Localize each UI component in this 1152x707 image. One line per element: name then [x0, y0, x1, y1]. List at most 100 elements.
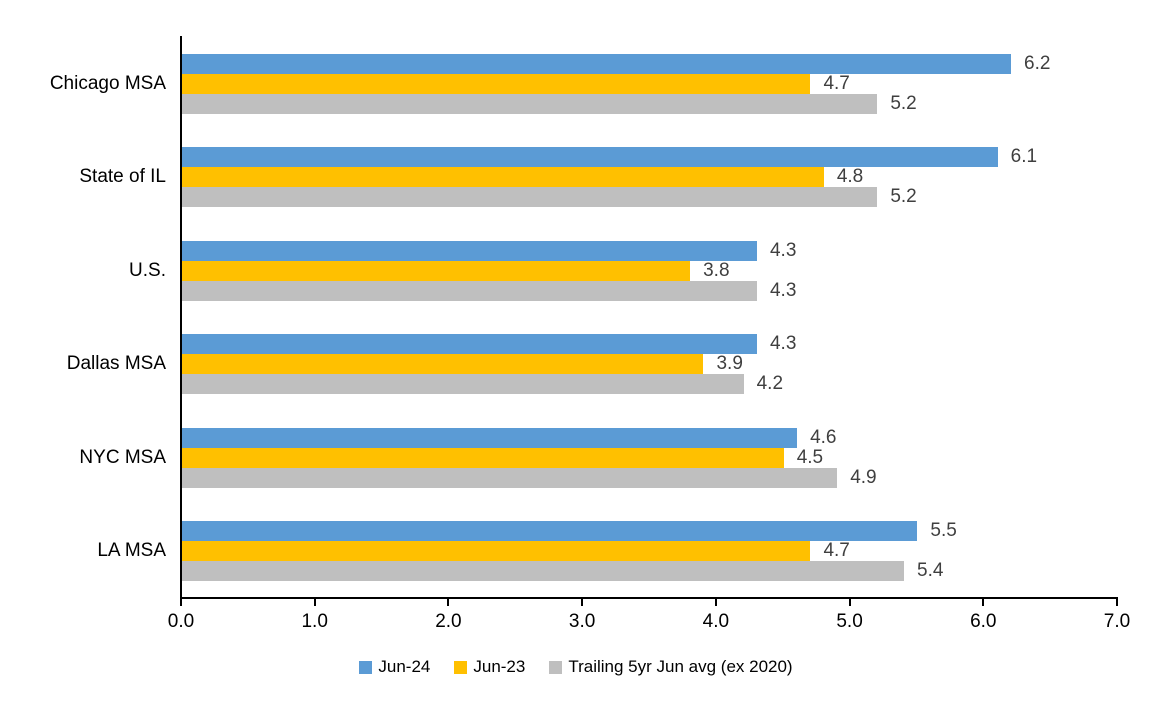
bar-row: 4.3	[182, 240, 1118, 261]
legend-swatch-icon	[454, 660, 468, 674]
data-label: 4.6	[810, 426, 837, 448]
bar-jun-24-dallas-msa	[182, 334, 757, 355]
x-axis-tick-label: 7.0	[1103, 611, 1131, 632]
category-group-chicago-msa: Chicago MSA 6.2 4.7 5.2	[0, 37, 1152, 131]
legend-swatch-icon	[549, 660, 563, 674]
bar-trailing-5yr-jun-avg-ex-2020-u-s	[182, 280, 757, 301]
data-label: 4.7	[823, 540, 850, 562]
legend: Jun-24 Jun-23 Trailing 5yr Jun avg (ex 202…	[0, 653, 1152, 681]
x-axis-line	[180, 597, 1118, 599]
data-label: 4.8	[836, 166, 864, 188]
data-label: 5.4	[917, 560, 944, 582]
bar-trailing-5yr-jun-avg-ex-2020-la-msa	[182, 561, 905, 582]
bar-group: 4.6 4.5 4.9	[182, 411, 1118, 505]
bar-trailing-5yr-jun-avg-ex-2020-state-of-il	[182, 187, 878, 208]
legend-swatch-icon	[359, 660, 373, 674]
bar-row: 4.9	[182, 466, 1118, 488]
plot-area: Chicago MSA 6.2 4.7 5.2 State of IL 6.1 4.8 5.2…	[0, 37, 1152, 598]
x-axis-tick-label: 3.0	[568, 611, 596, 632]
bar-row: 5.2	[182, 186, 1118, 208]
bar-group: 6.2 4.7 5.2	[182, 37, 1118, 131]
bar-jun-23-nyc-msa	[182, 447, 784, 468]
bar-row: 4.6	[182, 426, 1118, 448]
legend-item-jun-24: Jun-24	[359, 657, 430, 677]
legend-label: Jun-23	[473, 657, 526, 676]
bar-group: 4.3 3.8 4.3	[182, 224, 1118, 318]
bar-row: 4.7	[182, 540, 1118, 562]
legend-label: Jun-24	[378, 657, 431, 676]
data-label: 4.9	[850, 466, 877, 488]
bar-row: 4.7	[182, 73, 1118, 94]
bar-row: 4.3	[182, 333, 1118, 355]
data-label: 6.2	[1024, 52, 1051, 74]
bar-row: 4.2	[182, 373, 1118, 395]
bar-trailing-5yr-jun-avg-ex-2020-chicago-msa	[182, 93, 878, 114]
x-axis-tick-label: 2.0	[435, 611, 462, 632]
data-label: 3.8	[703, 259, 730, 281]
x-axis-tick	[313, 599, 316, 606]
category-label-chicago-msa: Chicago MSA	[49, 72, 166, 94]
x-axis-tick-label: 4.0	[702, 611, 730, 632]
bar-row: 5.2	[182, 92, 1118, 114]
data-label: 3.9	[716, 353, 743, 375]
category-group-nyc-msa: NYC MSA 4.6 4.5 4.9	[0, 411, 1152, 505]
x-axis-tick	[848, 599, 851, 606]
category-label-la-msa: LA MSA	[97, 540, 166, 562]
data-label: 4.3	[769, 333, 797, 355]
bar-row: 4.8	[182, 166, 1118, 188]
data-label: 5.2	[890, 92, 917, 114]
data-label: 5.5	[930, 520, 957, 542]
bar-jun-23-state-of-il	[182, 167, 824, 188]
data-label: 5.2	[890, 186, 917, 208]
category-group-u-s: U.S. 4.3 3.8 4.3	[0, 224, 1152, 318]
bar-row: 6.1	[182, 146, 1118, 168]
y-axis-line	[180, 36, 182, 598]
bar-trailing-5yr-jun-avg-ex-2020-nyc-msa	[182, 467, 838, 488]
category-label-state-of-il: State of IL	[79, 166, 166, 188]
bar-jun-24-u-s	[182, 240, 757, 261]
x-axis-tick	[447, 599, 450, 606]
x-axis-tick-label: 0.0	[167, 611, 195, 632]
bar-group: 6.1 4.8 5.2	[182, 131, 1118, 225]
bar-jun-24-la-msa	[182, 521, 918, 542]
bar-jun-24-state-of-il	[182, 147, 998, 168]
x-axis-tick	[180, 599, 182, 606]
x-axis-tick-label: 6.0	[970, 611, 997, 632]
bar-row: 6.2	[182, 52, 1118, 74]
x-axis-tick	[714, 599, 717, 606]
bar-jun-24-nyc-msa	[182, 427, 798, 448]
category-label-nyc-msa: NYC MSA	[79, 446, 166, 468]
bar-jun-23-la-msa	[182, 541, 811, 562]
legend-item-jun-23: Jun-23	[454, 657, 525, 677]
bar-row: 4.5	[182, 446, 1118, 468]
data-label: 4.5	[796, 446, 824, 468]
bar-group: 4.3 3.9 4.2	[182, 318, 1118, 412]
bar-jun-23-dallas-msa	[182, 354, 704, 375]
legend-item-trailing-5yr-jun-avg-ex-2020: Trailing 5yr Jun avg (ex 2020)	[549, 657, 793, 677]
bar-jun-23-chicago-msa	[182, 73, 811, 94]
bar-row: 3.8	[182, 259, 1118, 281]
category-label-u-s: U.S.	[129, 259, 166, 281]
bar-trailing-5yr-jun-avg-ex-2020-dallas-msa	[182, 374, 744, 395]
bar-row: 3.9	[182, 353, 1118, 375]
bar-jun-24-chicago-msa	[182, 53, 1012, 74]
bar-row: 4.3	[182, 279, 1118, 301]
category-group-dallas-msa: Dallas MSA 4.3 3.9 4.2	[0, 318, 1152, 412]
x-axis-tick	[982, 599, 985, 606]
legend-label: Trailing 5yr Jun avg (ex 2020)	[568, 657, 793, 676]
category-group-state-of-il: State of IL 6.1 4.8 5.2	[0, 131, 1152, 225]
category-label-dallas-msa: Dallas MSA	[66, 353, 166, 375]
category-group-la-msa: LA MSA 5.5 4.7 5.4	[0, 505, 1152, 599]
x-axis-tick	[1116, 599, 1118, 606]
data-label: 4.2	[756, 373, 784, 395]
data-label: 6.1	[1010, 146, 1038, 168]
bar-row: 5.4	[182, 560, 1118, 582]
bar-group: 5.5 4.7 5.4	[182, 505, 1118, 599]
data-label: 4.3	[769, 279, 797, 301]
x-axis-tick	[581, 599, 584, 606]
bar-jun-23-u-s	[182, 260, 691, 281]
x-axis-tick-label: 1.0	[301, 611, 328, 632]
x-axis-tick-label: 5.0	[836, 611, 863, 632]
bar-row: 5.5	[182, 520, 1118, 542]
